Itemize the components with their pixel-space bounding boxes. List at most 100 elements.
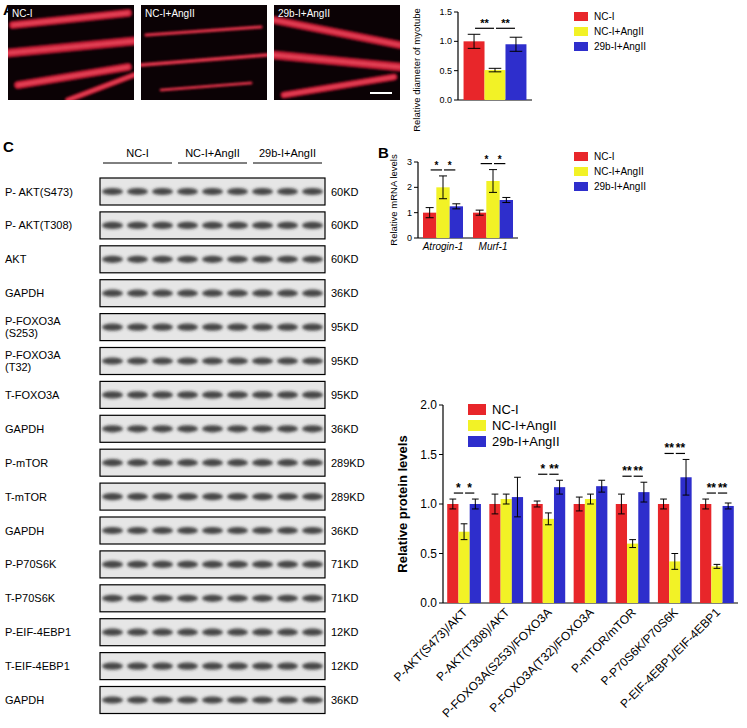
blot-band — [152, 493, 173, 500]
blot-size-label: 95KD — [331, 355, 359, 367]
blot-band — [277, 459, 298, 466]
blot-band — [227, 527, 248, 534]
legend-label: 29b-I+AngII — [594, 41, 646, 52]
image-label: NC-I+AngII — [145, 8, 195, 19]
error-bar-cap — [587, 494, 594, 495]
blot-row-label: T-FOXO3A — [5, 389, 60, 401]
x-tick-label: Atrogin-1 — [422, 241, 464, 252]
y-tick-label: 0.5 — [420, 547, 437, 561]
blot-band — [277, 391, 298, 398]
blot-band — [227, 561, 248, 568]
blot-membrane — [100, 653, 325, 680]
blot-band — [102, 527, 123, 534]
error-bar — [426, 208, 434, 218]
myotube-core — [161, 83, 251, 90]
blot-membrane — [100, 585, 325, 612]
bar — [450, 206, 463, 238]
blot-membrane — [100, 415, 325, 442]
page: {"chart_data": [ {"type": "bar", "y_labe… — [0, 0, 747, 728]
blot-band — [202, 324, 223, 331]
error-bar-cap — [576, 497, 583, 498]
error-bar-cap — [426, 207, 434, 208]
blot-band — [102, 425, 123, 432]
legend-label: 29b-I+AngII — [594, 181, 646, 192]
blot-band — [227, 324, 248, 331]
blot-band — [177, 696, 198, 703]
blot-size-label: 289KD — [331, 491, 365, 503]
error-bar-cap — [618, 513, 625, 514]
legend: NC-INC-I+AngII29b-I+AngII — [468, 402, 560, 449]
blot-band — [302, 527, 323, 534]
significance-label: * — [540, 462, 545, 476]
blot-bands — [102, 459, 323, 466]
y-tick-label: 1.5 — [420, 448, 437, 462]
blot-band — [277, 527, 298, 534]
y-tick-label: 2 — [407, 182, 412, 192]
blot-row-label: P-mTOR — [5, 457, 48, 469]
error-bar — [452, 204, 460, 209]
error-bar — [476, 210, 484, 215]
blot-row: AKT60KD — [5, 246, 359, 273]
blot-size-label: 71KD — [331, 592, 359, 604]
error-bar — [683, 459, 690, 495]
blot-row-label: P-EIF-4EBP1 — [5, 626, 71, 638]
legend-swatch — [574, 152, 588, 161]
blot-band — [302, 391, 323, 398]
error-bar-cap — [641, 502, 648, 503]
blot-band — [302, 629, 323, 636]
blot-band — [127, 290, 148, 297]
error-bar-cap — [534, 501, 541, 502]
blot-band — [127, 357, 148, 364]
bars — [423, 170, 513, 238]
blot-band — [252, 527, 273, 534]
bar — [470, 504, 481, 603]
y-tick-label: 1.5 — [439, 7, 452, 17]
significance-label: ** — [718, 481, 728, 495]
error-bar-cap — [714, 568, 721, 569]
blot-bands — [102, 188, 323, 195]
error-bar — [439, 176, 447, 199]
blot-band — [202, 493, 223, 500]
error-bar-cap — [489, 192, 497, 193]
error-bar-cap — [449, 499, 456, 500]
bar — [627, 544, 638, 603]
blot-band — [277, 256, 298, 263]
significance-label: * — [484, 154, 488, 165]
micrograph: NC-I+AngII — [141, 5, 267, 100]
error-bar-stem — [705, 499, 706, 509]
blot-band — [252, 425, 273, 432]
error-bar — [489, 68, 502, 72]
myotubes — [8, 13, 134, 100]
blot-band — [102, 188, 123, 195]
blot-row-label: P- AKT(S473) — [5, 186, 73, 198]
blot-band — [127, 663, 148, 670]
blot-row: GAPDH36KD — [5, 415, 359, 442]
blot-band — [252, 290, 273, 297]
error-bar-stem — [456, 204, 457, 209]
blot-size-label: 71KD — [331, 558, 359, 570]
blot-band — [127, 256, 148, 263]
error-bar — [618, 494, 625, 514]
error-bar-cap — [472, 508, 479, 509]
error-bar-stem — [493, 170, 494, 193]
blot-bands — [102, 595, 323, 602]
error-bar-stem — [479, 210, 480, 215]
figure: ABCNC-INC-I+AngII29b-I+AngIINC-INC-I+Ang… — [0, 0, 747, 728]
blot-bands — [102, 256, 323, 263]
error-bar-cap — [534, 506, 541, 507]
error-bar-stem — [495, 68, 496, 72]
error-bar-cap — [641, 482, 648, 483]
blot-band — [102, 256, 123, 263]
myotube-core — [274, 20, 400, 45]
legend-swatch — [574, 12, 588, 21]
error-bar-cap — [671, 569, 678, 570]
blot-row: T-mTOR289KD — [5, 483, 365, 510]
error-bar — [725, 503, 732, 509]
blot-membrane — [100, 212, 325, 239]
legend-label: NC-I+AngII — [594, 166, 644, 177]
error-bar-cap — [510, 37, 523, 38]
myotube — [8, 41, 134, 53]
blot-row: P- AKT(T308)60KD — [5, 212, 359, 239]
error-bar-cap — [468, 34, 481, 35]
error-bar — [641, 482, 648, 502]
